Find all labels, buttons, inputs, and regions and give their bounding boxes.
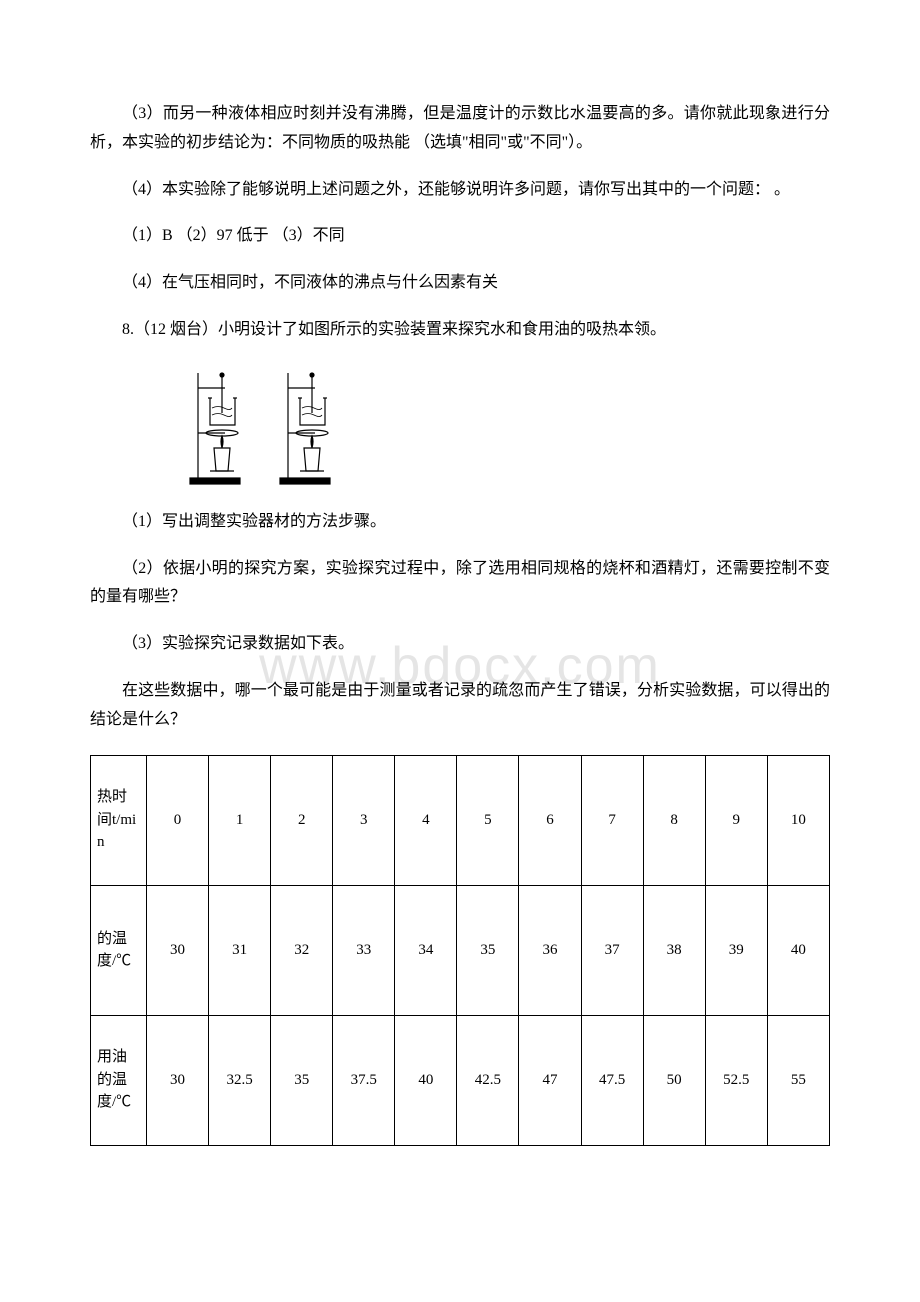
table-cell: 33 (333, 885, 395, 1015)
table-cell: 6 (519, 755, 581, 885)
table-cell: 3 (333, 755, 395, 885)
table-cell: 7 (581, 755, 643, 885)
table-cell: 30 (147, 885, 209, 1015)
table-cell: 9 (705, 755, 767, 885)
question-8-sub1: （1）写出调整实验器材的方法步骤。 (90, 508, 830, 537)
table-cell: 50 (643, 1015, 705, 1145)
table-cell: 52.5 (705, 1015, 767, 1145)
table-cell: 35 (271, 1015, 333, 1145)
table-row: 用油的温度/℃ 30 32.5 35 37.5 40 42.5 47 47.5 … (91, 1015, 830, 1145)
table-cell: 10 (767, 755, 829, 885)
table-cell: 37.5 (333, 1015, 395, 1145)
table-row: 热时间t/min 0 1 2 3 4 5 6 7 8 9 10 (91, 755, 830, 885)
answer-line-1: （1）B （2）97 低于 （3）不同 (90, 222, 830, 251)
table-cell: 4 (395, 755, 457, 885)
question-3: （3）而另一种液体相应时刻并没有沸腾，但是温度计的示数比水温要高的多。请你就此现… (90, 100, 830, 158)
row-header-water: 的温度/℃ (91, 885, 147, 1015)
table-cell: 40 (395, 1015, 457, 1145)
table-cell: 32 (271, 885, 333, 1015)
question-8-intro: 8.（12 烟台）小明设计了如图所示的实验装置来探究水和食用油的吸热本领。 (90, 316, 830, 345)
table-cell: 47.5 (581, 1015, 643, 1145)
table-cell: 35 (457, 885, 519, 1015)
document-content: （3）而另一种液体相应时刻并没有沸腾，但是温度计的示数比水温要高的多。请你就此现… (90, 100, 830, 1146)
table-row: 的温度/℃ 30 31 32 33 34 35 36 37 38 39 40 (91, 885, 830, 1015)
table-cell: 37 (581, 885, 643, 1015)
table-cell: 39 (705, 885, 767, 1015)
table-cell: 32.5 (209, 1015, 271, 1145)
table-cell: 1 (209, 755, 271, 885)
data-table: 热时间t/min 0 1 2 3 4 5 6 7 8 9 10 的温度/℃ 30… (90, 755, 830, 1146)
table-cell: 55 (767, 1015, 829, 1145)
question-4: （4）本实验除了能够说明上述问题之外，还能够说明许多问题，请你写出其中的一个问题… (90, 176, 830, 205)
row-header-oil: 用油的温度/℃ (91, 1015, 147, 1145)
table-cell: 40 (767, 885, 829, 1015)
question-8-sub3: （3）实验探究记录数据如下表。 (90, 630, 830, 659)
table-cell: 0 (147, 755, 209, 885)
table-cell: 8 (643, 755, 705, 885)
table-cell: 31 (209, 885, 271, 1015)
table-cell: 30 (147, 1015, 209, 1145)
table-cell: 38 (643, 885, 705, 1015)
table-cell: 36 (519, 885, 581, 1015)
table-cell: 5 (457, 755, 519, 885)
table-cell: 34 (395, 885, 457, 1015)
table-cell: 2 (271, 755, 333, 885)
question-8-sub2: （2）依据小明的探究方案，实验探究过程中，除了选用相同规格的烧杯和酒精灯，还需要… (90, 555, 830, 613)
row-header-time: 热时间t/min (91, 755, 147, 885)
answer-line-2: （4）在气压相同时，不同液体的沸点与什么因素有关 (90, 269, 830, 298)
table-cell: 47 (519, 1015, 581, 1145)
table-cell: 42.5 (457, 1015, 519, 1145)
apparatus-diagram (180, 363, 830, 493)
question-8-analysis: 在这些数据中，哪一个最可能是由于测量或者记录的疏忽而产生了错误，分析实验数据，可… (90, 677, 830, 735)
